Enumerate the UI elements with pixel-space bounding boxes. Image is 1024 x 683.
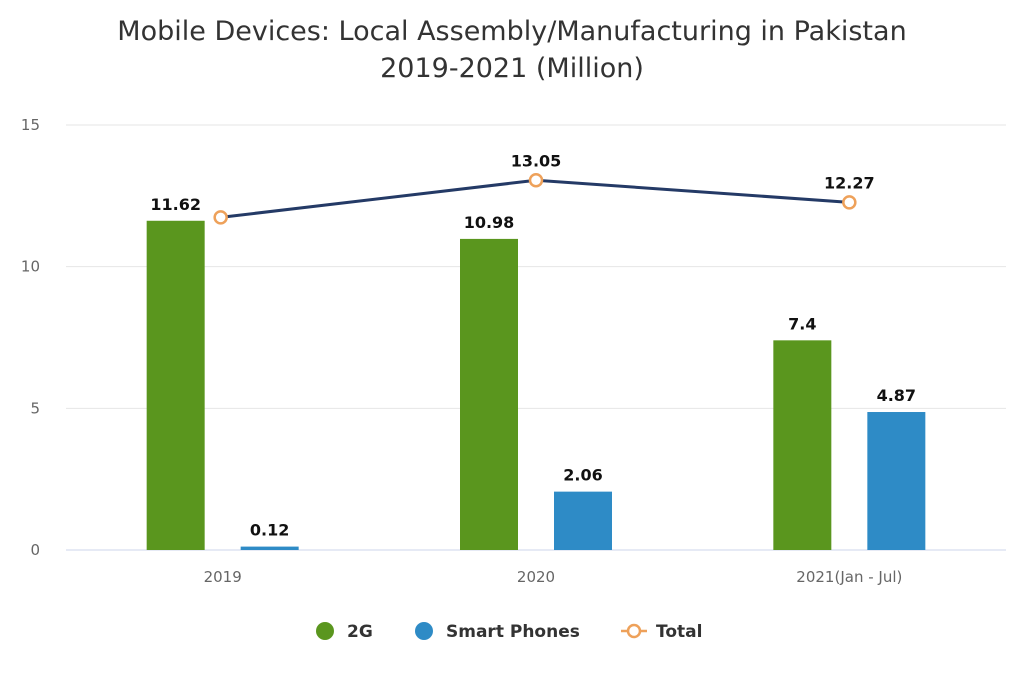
data-label-total: 12.27 xyxy=(824,173,875,192)
data-label: 11.62 xyxy=(150,195,201,214)
data-label-total: 13.05 xyxy=(511,151,562,170)
bar-smart-phones xyxy=(867,412,926,550)
total-marker xyxy=(213,210,228,225)
bar-smart-phones xyxy=(554,491,612,550)
data-label: 2.06 xyxy=(563,466,602,485)
data-label: 4.87 xyxy=(877,386,916,405)
data-label: 10.98 xyxy=(464,213,515,232)
legend-label: 2G xyxy=(347,622,373,642)
chart-title: Mobile Devices: Local Assembly/Manufactu… xyxy=(117,16,906,47)
y-tick-label: 0 xyxy=(30,541,40,559)
chart-subtitle: 2019-2021 (Million) xyxy=(380,53,644,84)
data-label: 7.4 xyxy=(788,314,816,333)
legend-label: Total xyxy=(656,622,702,642)
y-tick-label: 5 xyxy=(30,399,40,417)
legend-item-smart-phones[interactable]: Smart Phones xyxy=(415,622,580,642)
x-tick-label: 2020 xyxy=(517,568,555,586)
y-tick-label: 10 xyxy=(21,258,40,276)
bar-2g xyxy=(146,220,205,550)
total-marker xyxy=(842,195,857,210)
bars xyxy=(146,220,926,550)
x-axis-ticks: 2019 2020 2021(Jan - Jul) xyxy=(204,568,903,586)
legend-swatch-icon xyxy=(316,622,334,640)
legend-item-total[interactable]: Total xyxy=(621,622,702,642)
bar-2g xyxy=(773,340,832,550)
bar-smart-phones xyxy=(240,546,299,550)
y-tick-label: 15 xyxy=(21,116,40,134)
total-marker xyxy=(528,173,544,188)
total-line xyxy=(213,173,857,225)
x-tick-label: 2021(Jan - Jul) xyxy=(796,568,902,586)
data-label: 0.12 xyxy=(250,521,289,540)
gridlines xyxy=(66,124,1006,551)
bar-2g xyxy=(460,238,518,550)
legend-item-2g[interactable]: 2G xyxy=(316,622,373,642)
legend-swatch-icon xyxy=(415,622,433,640)
legend-marker-icon xyxy=(626,623,642,639)
legend-label: Smart Phones xyxy=(446,622,580,642)
y-axis-ticks: 0 5 10 15 xyxy=(21,116,40,559)
x-tick-label: 2019 xyxy=(204,568,242,586)
data-labels: 11.62 10.98 7.4 0.12 2.06 4.87 13.05 12.27 xyxy=(150,151,916,539)
legend: 2G Smart Phones Total xyxy=(316,622,702,642)
